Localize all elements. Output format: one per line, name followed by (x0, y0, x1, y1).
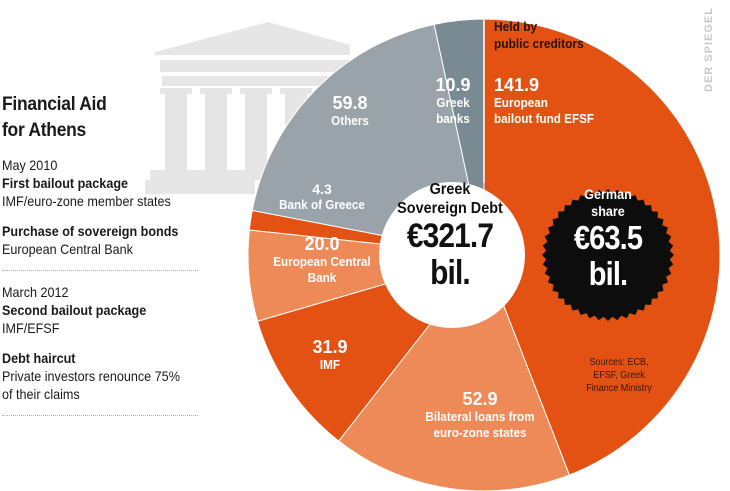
slice-name: Bilateral loans from (425, 409, 535, 424)
sources-line: Finance Ministry (586, 383, 652, 394)
slice-value: 10.9 (435, 75, 471, 95)
slice-name: Bank of Greece (279, 197, 365, 212)
divider (2, 270, 198, 271)
sources-line: EFSF, Greek (593, 370, 645, 381)
slice-name: European (494, 95, 548, 110)
slice-value: 52.9 (462, 389, 498, 409)
slice-value: 141.9 (494, 75, 540, 95)
label-imf: 31.9 IMF (295, 337, 365, 373)
event-head: Debt haircut (2, 350, 76, 366)
event-date: May 2010 (2, 157, 58, 173)
german-line-1: German (584, 186, 632, 202)
german-line-2: share (591, 203, 625, 219)
slice-name: banks (436, 111, 470, 126)
slice-value: 4.3 (312, 181, 332, 197)
event-bond-purchase: Purchase of sovereign bonds European Cen… (2, 222, 207, 258)
event-second-bailout: March 2012 Second bailout package IMF/EF… (2, 283, 207, 337)
event-debt-haircut: Debt haircut Private investors renounce … (2, 349, 207, 403)
slice-name: IMF (319, 357, 341, 372)
label-others: 59.8 Others (310, 93, 390, 129)
slice-bilateral (338, 253, 571, 491)
slice-name: European Central (273, 254, 371, 269)
sidebar-title: Financial Aid for Athens (2, 92, 207, 144)
sources-line: Sources: ECB, (589, 357, 649, 368)
slice-name: Bank (307, 270, 337, 285)
total-amount: €321.7 (406, 217, 494, 255)
divider (2, 415, 198, 416)
center-line-1: Greek (429, 181, 471, 198)
german-share-burst (542, 189, 674, 321)
event-desc: IMF/euro-zone member states (2, 193, 171, 209)
event-date: March 2012 (2, 284, 69, 300)
slice-value: 20.0 (304, 234, 340, 254)
slice-name: euro-zone states (433, 425, 527, 440)
held-line-2: public creditors (494, 36, 584, 51)
slice-name: Greek (436, 95, 470, 110)
german-unit: bil. (588, 255, 628, 292)
slice-name: bailout fund EFSF (494, 111, 595, 126)
held-by-public-creditors-label: Held by public creditors (494, 18, 584, 52)
label-efsf: 141.9 European bailout fund EFSF (494, 75, 605, 127)
center-circle (379, 182, 525, 328)
event-head: First bailout package (2, 175, 129, 191)
sources-note: Sources: ECB, EFSF, Greek Finance Minist… (570, 356, 669, 395)
label-bank-of-greece: 4.3 Bank of Greece (262, 181, 382, 213)
event-first-bailout: May 2010 First bailout package IMF/euro-… (2, 156, 207, 210)
label-bilateral: 52.9 Bilateral loans from euro-zone stat… (400, 389, 560, 441)
label-ecb: 20.0 European Central Bank (252, 234, 392, 286)
german-amount: €63.5 (573, 219, 643, 256)
slice-value: 31.9 (312, 337, 348, 357)
event-head: Purchase of sovereign bonds (2, 223, 179, 239)
credit-text: DER SPIEGEL (703, 7, 715, 92)
credit-der-spiegel: DER SPIEGEL (700, 7, 718, 92)
event-desc: IMF/EFSF (2, 320, 60, 336)
total-unit: bil. (430, 254, 471, 292)
event-desc: European Central Bank (2, 241, 133, 257)
temple-icon (145, 22, 360, 194)
held-line-1: Held by (494, 19, 538, 34)
title-line-2: for Athens (2, 120, 86, 141)
slice-value: 59.8 (332, 93, 368, 113)
title-line-1: Financial Aid (2, 94, 107, 115)
slice-name: Others (331, 113, 369, 128)
german-share-label: German share €63.5 bil. (550, 186, 666, 292)
center-line-2: Sovereign Debt (397, 200, 503, 217)
event-desc: of their claims (2, 386, 80, 402)
total-debt-label: Greek Sovereign Debt €321.7 bil. (378, 180, 522, 292)
event-desc: Private investors renounce 75% (2, 368, 180, 384)
event-head: Second bailout package (2, 302, 147, 318)
sidebar-timeline: Financial Aid for Athens May 2010 First … (2, 92, 207, 428)
label-greek-banks: 10.9 Greek banks (425, 75, 481, 127)
